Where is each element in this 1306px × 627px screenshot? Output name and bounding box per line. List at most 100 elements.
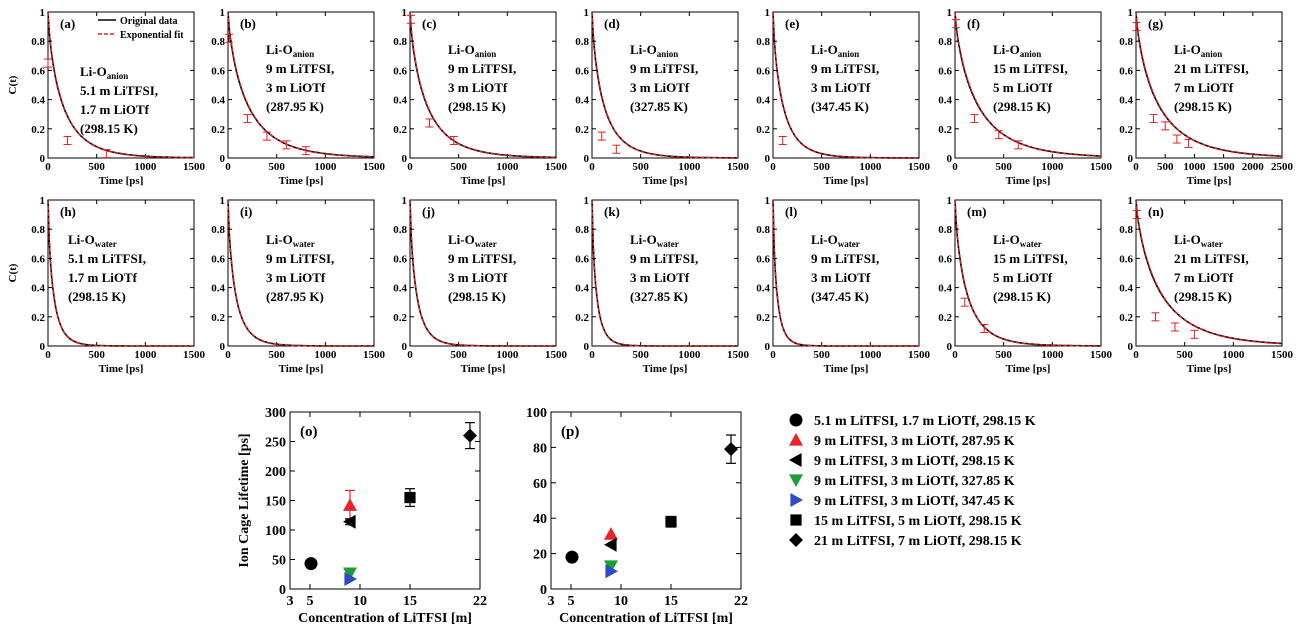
panel-annotation-title: Li-Oanion bbox=[1174, 42, 1222, 59]
exponential-fit-line bbox=[1135, 11, 1283, 157]
y-tick-label: 0.6 bbox=[756, 253, 770, 265]
data-point bbox=[463, 428, 477, 443]
y-axis-label: C(t) bbox=[7, 75, 19, 94]
plot-frame bbox=[1135, 199, 1283, 347]
panel-annotation-line: (347.45 K) bbox=[811, 289, 869, 304]
panel-tag: (d) bbox=[604, 16, 620, 31]
data-point bbox=[605, 564, 618, 579]
data-point bbox=[343, 498, 357, 511]
panel-annotation-line: (298.15 K) bbox=[1174, 99, 1232, 114]
legend-label: 9 m LiTFSI, 3 m LiOTf, 287.95 K bbox=[814, 434, 1015, 449]
y-tick-label: 0 bbox=[40, 153, 46, 165]
panel-tag: (p) bbox=[561, 424, 579, 440]
ct-panel-e: 0 0.2 0.4 0.6 0.8 1 0 500 1000 1500 Time [ps] (e) Li… bbox=[756, 7, 930, 187]
y-tick-label: 1 bbox=[220, 7, 226, 19]
y-tick-label: 250 bbox=[265, 436, 286, 451]
ct-panel-c: 0 0.2 0.4 0.6 0.8 1 0 500 1000 1500 Time [ps] (c) Li… bbox=[393, 7, 567, 187]
panel-annotation-line: (327.85 K) bbox=[630, 99, 688, 114]
panel-annotation-line: (287.95 K) bbox=[266, 289, 324, 304]
panel-annotation-line: 9 m LiTFSI, bbox=[811, 251, 879, 266]
x-tick-label: 0 bbox=[770, 349, 776, 361]
panel-annotation-title: Li-Oanion bbox=[993, 42, 1041, 59]
ct-panel-h: 0 0.2 0.4 0.6 0.8 1 0 500 1000 1500 Time [ps] C(t) (… bbox=[7, 195, 206, 375]
x-tick-label: 0 bbox=[770, 161, 776, 173]
y-tick-label: 0.4 bbox=[938, 283, 952, 295]
panel-annotation-line: 5.1 m LiTFSI, bbox=[68, 251, 146, 266]
panel-tag: (n) bbox=[1148, 204, 1164, 219]
panel-annotation-title: Li-Owater bbox=[1174, 232, 1223, 249]
panel-annotation-line: 3 m LiOTf bbox=[811, 80, 871, 95]
y-tick-label: 0.6 bbox=[756, 65, 770, 77]
x-axis-label: Time [ps] bbox=[99, 363, 144, 375]
panel-annotation-line: 7 m LiOTf bbox=[1174, 270, 1234, 285]
ct-panel-i: 0 0.2 0.4 0.6 0.8 1 0 500 1000 1500 Time [ps] (i) Li… bbox=[211, 195, 385, 375]
legend-label: 21 m LiTFSI, 7 m LiOTf, 298.15 K bbox=[814, 534, 1022, 549]
x-tick-label: 500 bbox=[632, 349, 649, 361]
x-tick-label: 1000 bbox=[496, 349, 519, 361]
data-point bbox=[344, 571, 357, 586]
x-tick-label: 1500 bbox=[183, 161, 206, 173]
y-tick-label: 0.2 bbox=[1119, 124, 1133, 136]
legend-marker bbox=[789, 474, 803, 487]
exponential-fit-line bbox=[409, 199, 556, 347]
panel-annotation-title: Li-Owater bbox=[630, 232, 679, 249]
panel-annotation-line: 9 m LiTFSI, bbox=[630, 61, 698, 76]
y-tick-label: 0.8 bbox=[31, 36, 45, 48]
plot-frame bbox=[289, 411, 481, 590]
ct-panel-f: 0 0.2 0.4 0.6 0.8 1 0 500 1000 1500 Time [ps] (f) Li… bbox=[938, 7, 1112, 187]
legend-label: 9 m LiTFSI, 3 m LiOTf, 298.15 K bbox=[814, 454, 1015, 469]
data-point bbox=[604, 537, 617, 552]
x-tick-label: 15 bbox=[403, 594, 417, 609]
panel-annotation-title: Li-Oanion bbox=[811, 42, 859, 59]
x-axis-label: Time [ps] bbox=[461, 363, 506, 375]
y-tick-label: 0.8 bbox=[938, 36, 952, 48]
panel-tag: (f) bbox=[967, 16, 980, 31]
panel-tag: (e) bbox=[785, 16, 799, 31]
x-tick-label: 10 bbox=[614, 594, 628, 609]
panel-annotation-line: 9 m LiTFSI, bbox=[448, 251, 516, 266]
y-tick-label: 0 bbox=[765, 341, 771, 353]
original-data-line bbox=[772, 11, 919, 159]
x-tick-label: 1500 bbox=[183, 349, 206, 361]
y-tick-label: 1 bbox=[1128, 7, 1134, 19]
panel-annotation-line: 9 m LiTFSI, bbox=[448, 61, 516, 76]
data-point bbox=[724, 442, 738, 457]
y-tick-label: 1 bbox=[402, 7, 408, 19]
y-tick-label: 1 bbox=[40, 195, 46, 207]
x-axis-label: Time [ps] bbox=[824, 363, 869, 375]
y-tick-label: 0.4 bbox=[756, 95, 770, 107]
panel-annotation-title: Li-Owater bbox=[68, 232, 117, 249]
x-tick-label: 1000 bbox=[1183, 161, 1206, 173]
panel-tag: (h) bbox=[60, 204, 76, 219]
y-tick-label: 0.6 bbox=[575, 253, 589, 265]
panel-annotation-line: 9 m LiTFSI, bbox=[266, 251, 334, 266]
x-axis-label: Time [ps] bbox=[279, 175, 324, 187]
legend-marker bbox=[790, 514, 802, 526]
plot-frame bbox=[409, 11, 557, 159]
panel-tag: (a) bbox=[60, 16, 75, 31]
panel-annotation-line: (327.85 K) bbox=[630, 289, 688, 304]
x-tick-label: 500 bbox=[1176, 349, 1193, 361]
panel-annotation-line: 5.1 m LiTFSI, bbox=[80, 83, 158, 98]
panel-annotation-line: 21 m LiTFSI, bbox=[1174, 61, 1249, 76]
x-tick-label: 2500 bbox=[1271, 161, 1294, 173]
x-tick-label: 500 bbox=[813, 349, 830, 361]
x-axis-label: Concentration of LiTFSI [m] bbox=[298, 611, 472, 626]
y-tick-label: 20 bbox=[533, 548, 547, 563]
y-tick-label: 0 bbox=[220, 341, 226, 353]
data-point bbox=[665, 516, 677, 528]
panel-annotation-line: 3 m LiOTf bbox=[811, 270, 871, 285]
legend-marker bbox=[789, 453, 802, 467]
panel-annotation-line: 9 m LiTFSI, bbox=[811, 61, 879, 76]
x-axis-label: Time [ps] bbox=[643, 363, 688, 375]
ct-panel-m: 0 0.2 0.4 0.6 0.8 1 0 500 1000 1500 Time [ps] (m) Li… bbox=[938, 195, 1112, 375]
x-tick-label: 1000 bbox=[678, 161, 701, 173]
x-tick-label: 0 bbox=[407, 349, 413, 361]
x-tick-label: 15 bbox=[664, 594, 678, 609]
y-tick-label: 0 bbox=[279, 583, 286, 598]
x-axis-label: Time [ps] bbox=[1006, 363, 1051, 375]
x-tick-label: 0 bbox=[225, 349, 231, 361]
y-tick-label: 60 bbox=[533, 477, 547, 492]
x-tick-label: 0 bbox=[45, 349, 51, 361]
